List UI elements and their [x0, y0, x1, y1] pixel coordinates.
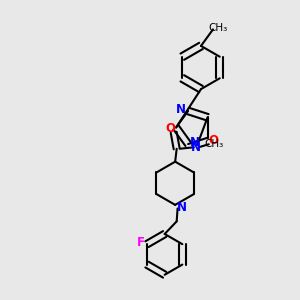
Text: O: O — [165, 122, 175, 135]
Text: CH₃: CH₃ — [209, 23, 228, 33]
Text: N: N — [190, 136, 200, 149]
Text: F: F — [136, 236, 144, 249]
Text: O: O — [208, 134, 218, 147]
Text: N: N — [176, 103, 186, 116]
Text: CH₃: CH₃ — [205, 139, 224, 149]
Text: N: N — [191, 141, 201, 154]
Text: N: N — [177, 201, 187, 214]
